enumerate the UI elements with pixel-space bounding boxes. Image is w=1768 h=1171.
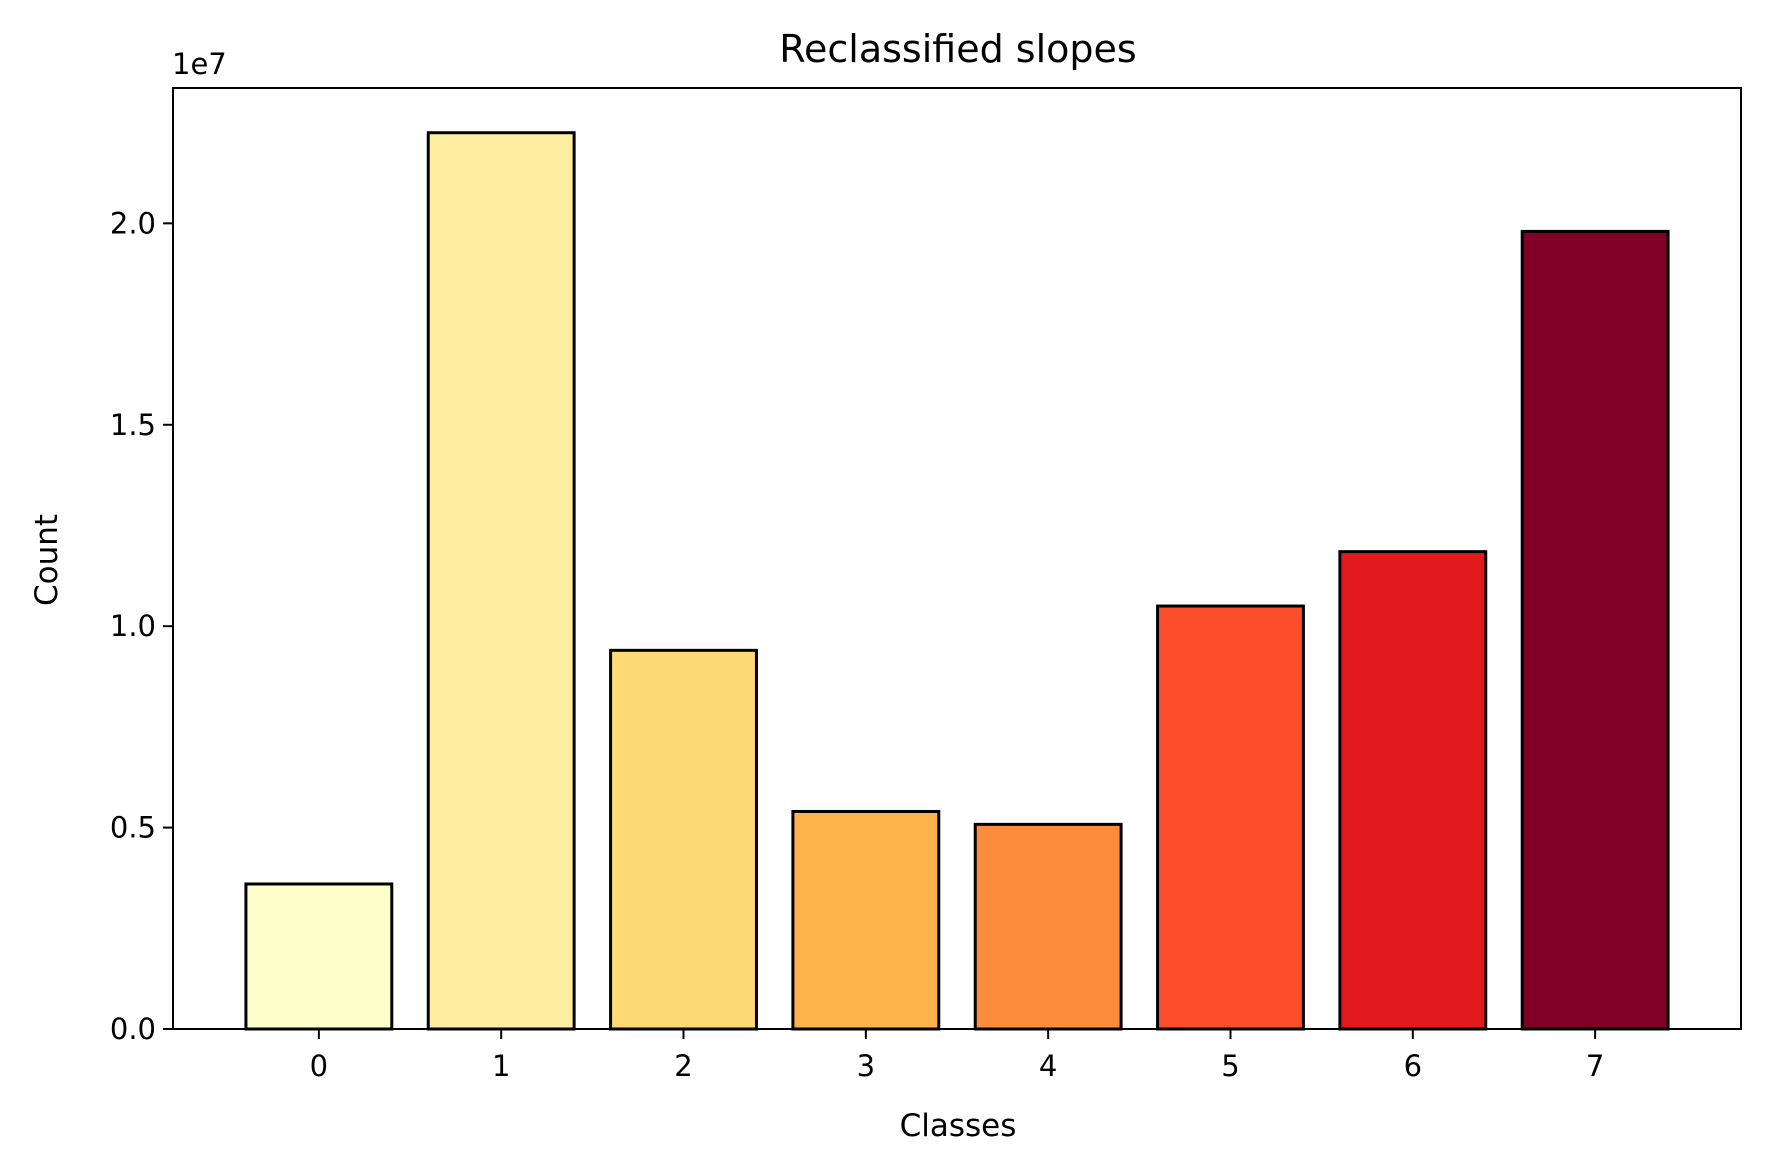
x-tick-label: 6 xyxy=(1404,1049,1422,1083)
y-ticks-group: 0.0 0.5 1.0 1.5 2.0 xyxy=(110,206,173,1046)
y-offset-label: 1e7 xyxy=(172,47,227,81)
x-tick-label: 7 xyxy=(1586,1049,1604,1083)
x-tick-label: 5 xyxy=(1221,1049,1239,1083)
x-axis-label: Classes xyxy=(900,1108,1017,1144)
bar-class-7 xyxy=(1520,229,1670,1031)
bar-class-0 xyxy=(244,882,394,1031)
chart-title: Reclassified slopes xyxy=(779,27,1136,71)
x-ticks-group: 0 1 2 3 4 5 6 7 xyxy=(310,1029,1604,1083)
bar-class-4 xyxy=(973,822,1123,1031)
y-tick-label: 2.0 xyxy=(110,206,156,240)
y-tick-label: 1.0 xyxy=(110,609,156,643)
x-tick-label: 1 xyxy=(492,1049,510,1083)
bar-class-2 xyxy=(609,648,758,1031)
bar-class-5 xyxy=(1156,604,1305,1031)
x-tick-label: 2 xyxy=(674,1049,692,1083)
y-axis-label: Count xyxy=(29,514,65,606)
x-tick-label: 4 xyxy=(1039,1049,1057,1083)
x-tick-label: 3 xyxy=(857,1049,875,1083)
bars-group xyxy=(244,131,1670,1031)
plot-frame xyxy=(172,87,1742,1030)
bar-class-1 xyxy=(426,131,576,1031)
bar-class-6 xyxy=(1338,550,1488,1031)
x-tick-label: 0 xyxy=(310,1049,328,1083)
y-tick-label: 0.0 xyxy=(110,1012,156,1046)
y-tick-label: 0.5 xyxy=(110,811,156,845)
y-tick-label: 1.5 xyxy=(110,408,156,442)
bar-class-3 xyxy=(791,809,941,1031)
